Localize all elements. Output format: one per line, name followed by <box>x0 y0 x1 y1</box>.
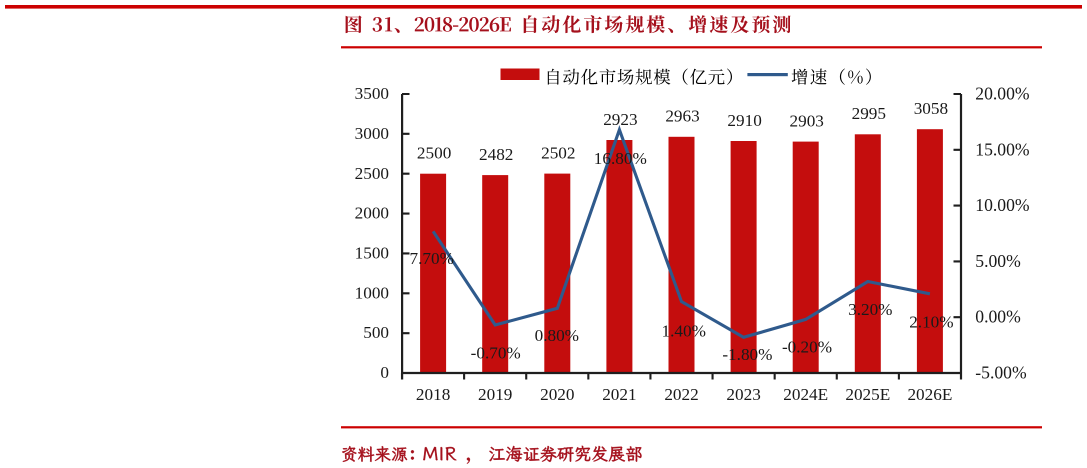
svg-text:-1.80%: -1.80% <box>722 345 772 364</box>
svg-text:1000: 1000 <box>355 283 389 302</box>
svg-text:2000: 2000 <box>355 204 389 223</box>
svg-text:1500: 1500 <box>355 244 389 263</box>
svg-text:16.80%: 16.80% <box>594 149 647 168</box>
svg-text:3.20%: 3.20% <box>848 300 892 319</box>
svg-text:-0.20%: -0.20% <box>782 338 832 357</box>
svg-text:2026E: 2026E <box>907 385 952 404</box>
svg-text:2995: 2995 <box>852 104 886 123</box>
svg-text:2.10%: 2.10% <box>909 313 953 332</box>
svg-text:2018: 2018 <box>416 385 450 404</box>
svg-text:0.00%: 0.00% <box>975 307 1021 327</box>
svg-text:2963: 2963 <box>665 107 699 126</box>
svg-text:20.00%: 20.00% <box>975 84 1030 104</box>
svg-text:15.00%: 15.00% <box>975 139 1030 159</box>
svg-text:2923: 2923 <box>603 110 637 129</box>
svg-text:2482: 2482 <box>479 145 513 164</box>
svg-text:-5.00%: -5.00% <box>975 363 1027 383</box>
svg-text:0.80%: 0.80% <box>535 326 579 345</box>
svg-text:2500: 2500 <box>355 164 389 183</box>
svg-text:3500: 3500 <box>355 84 389 103</box>
svg-text:2023: 2023 <box>726 385 760 404</box>
svg-text:7.70%: 7.70% <box>409 249 453 268</box>
svg-text:3000: 3000 <box>355 124 389 143</box>
svg-text:2021: 2021 <box>602 385 636 404</box>
svg-text:2022: 2022 <box>664 385 698 404</box>
svg-text:2020: 2020 <box>540 385 574 404</box>
svg-text:2910: 2910 <box>727 111 761 130</box>
svg-text:2903: 2903 <box>790 111 824 130</box>
svg-text:2500: 2500 <box>417 144 451 163</box>
svg-text:2019: 2019 <box>478 385 512 404</box>
svg-text:-0.70%: -0.70% <box>471 344 521 363</box>
svg-text:500: 500 <box>363 323 389 342</box>
svg-text:5.00%: 5.00% <box>975 251 1021 271</box>
svg-text:10.00%: 10.00% <box>975 195 1030 215</box>
svg-text:3058: 3058 <box>914 99 948 118</box>
svg-text:0: 0 <box>380 363 389 382</box>
svg-text:2502: 2502 <box>541 143 575 162</box>
svg-text:2025E: 2025E <box>845 385 890 404</box>
svg-text:1.40%: 1.40% <box>661 322 705 341</box>
svg-text:2024E: 2024E <box>783 385 828 404</box>
